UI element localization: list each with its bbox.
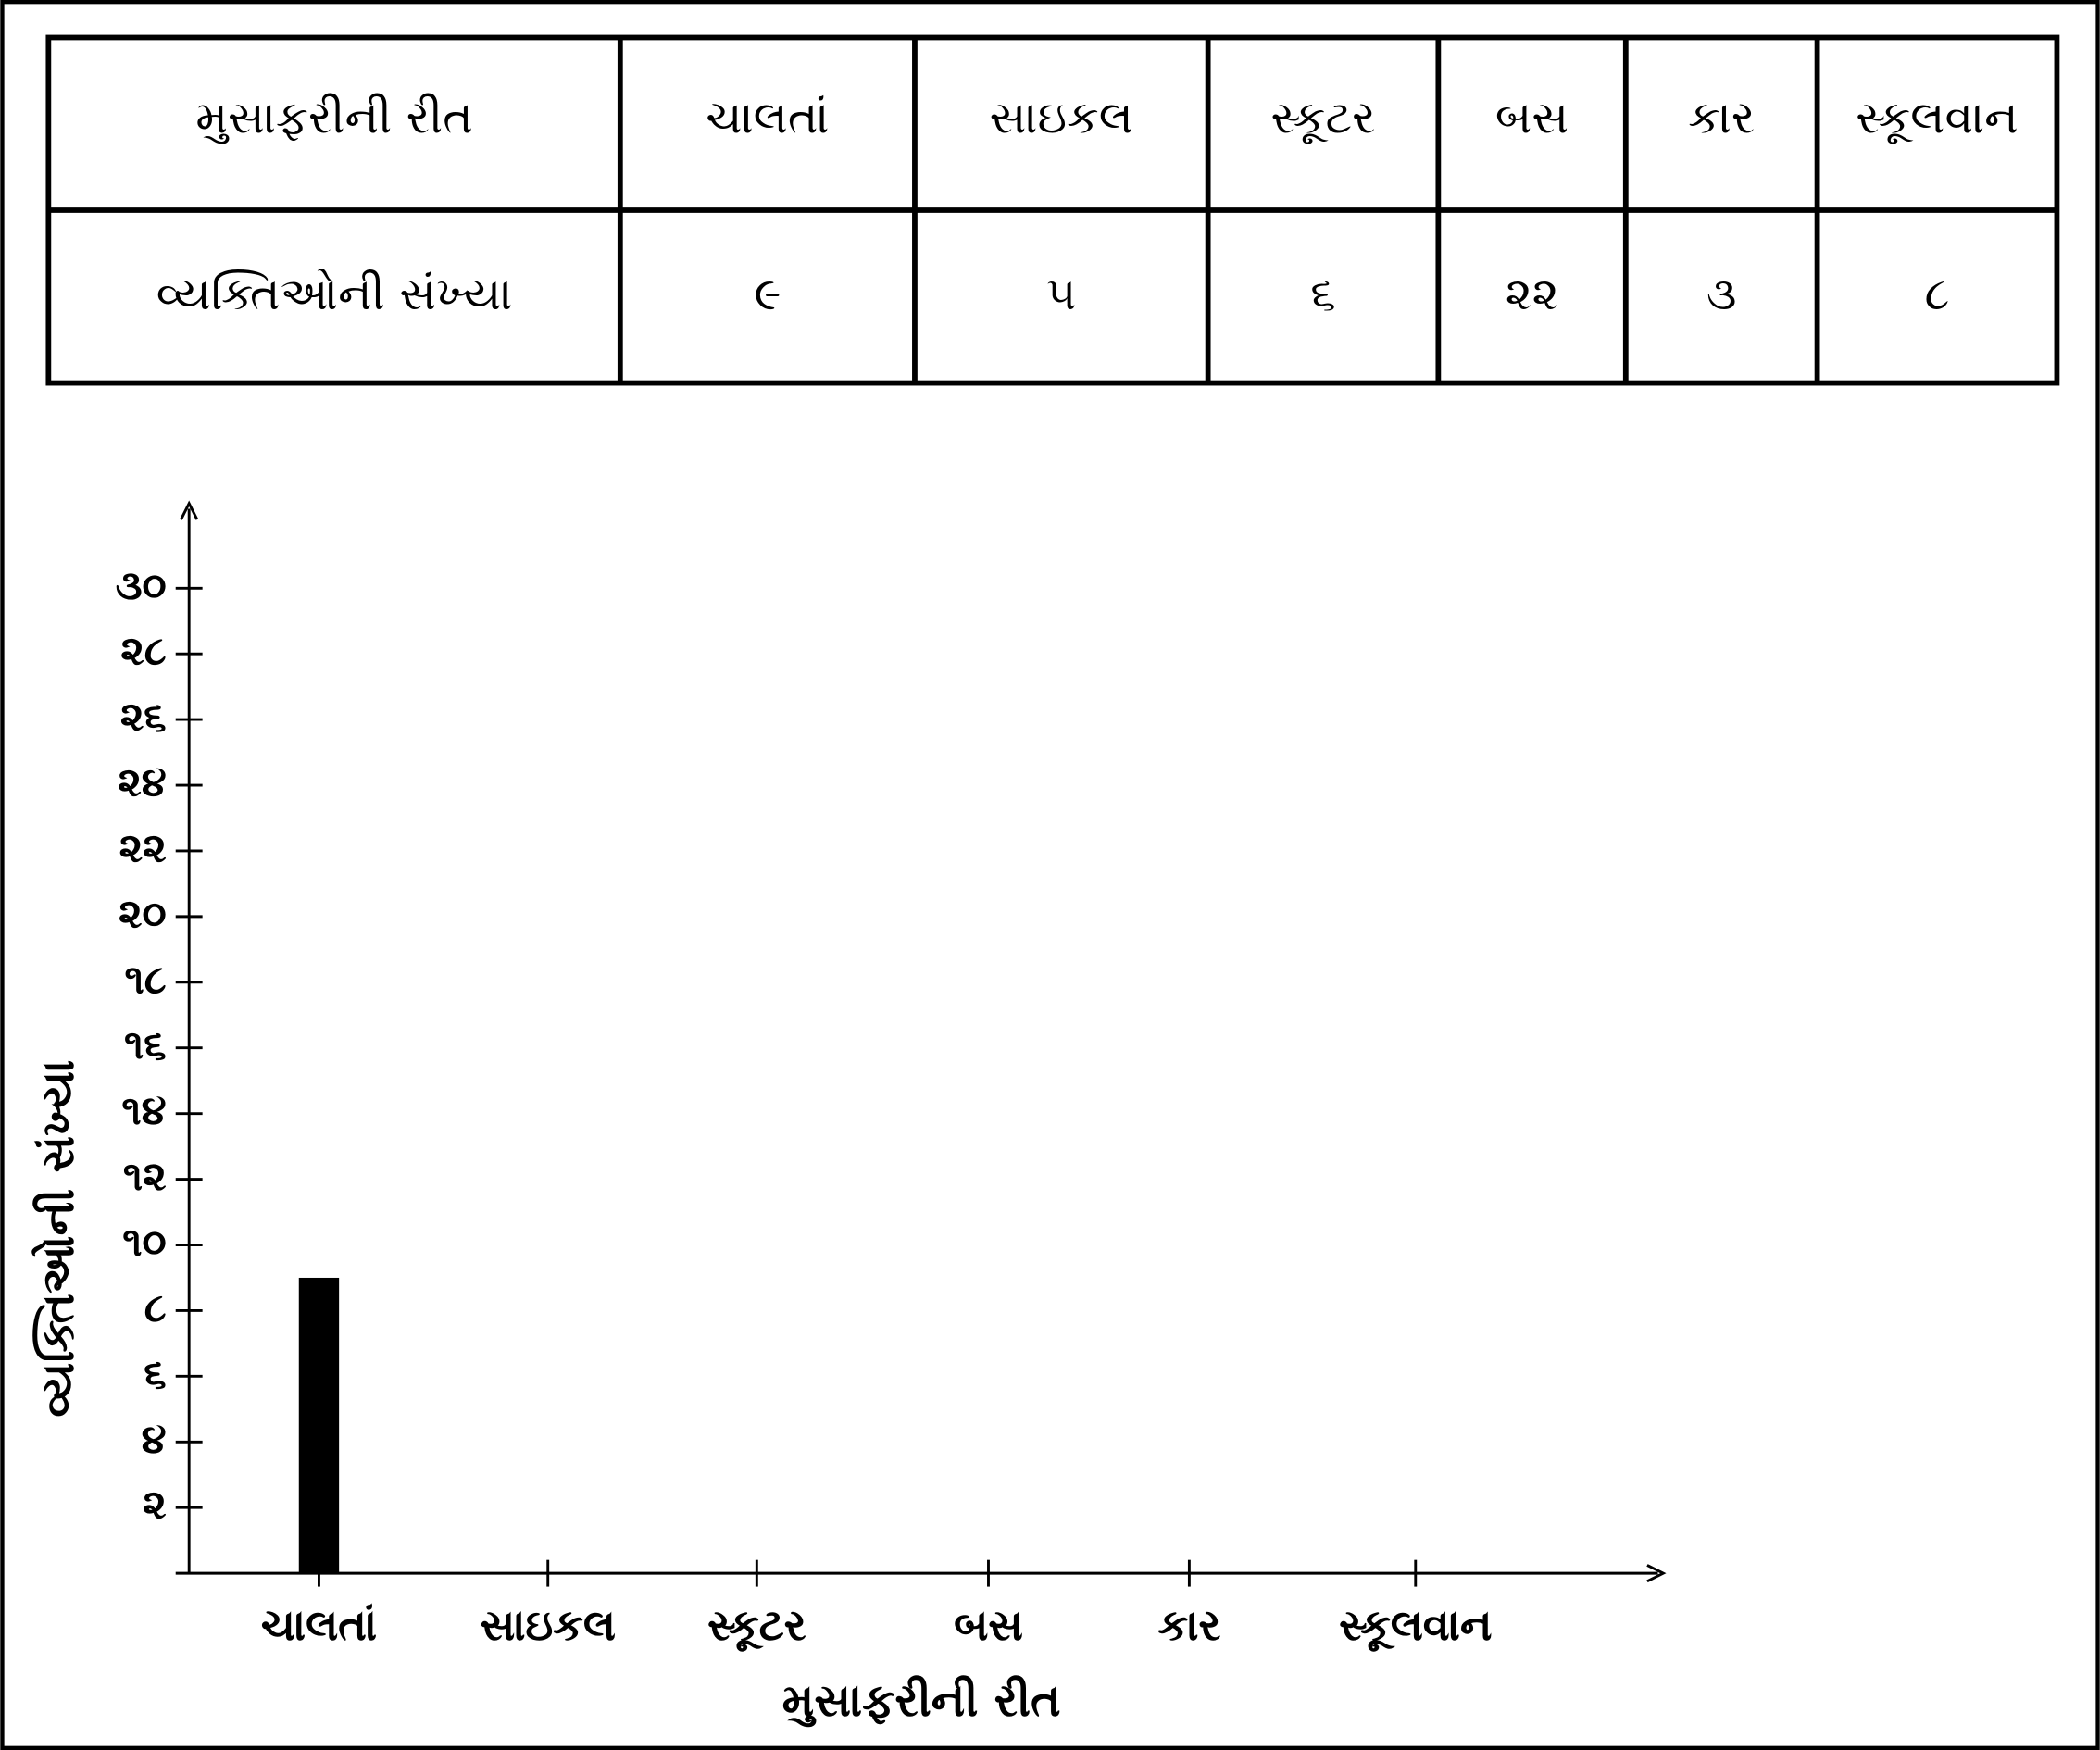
table-cell: ૬ — [1310, 267, 1336, 320]
header-cell: કાર — [1688, 91, 1755, 144]
table-cell: ૮ — [1924, 267, 1949, 320]
table-cell: વ્યક્તિઓની સંખ્યા — [156, 267, 513, 320]
table-cell: ૩ — [1706, 267, 1737, 320]
header-cell: બસ — [1495, 91, 1569, 144]
y-axis-title: વ્યક્તિઓની સંખ્યા — [31, 1060, 84, 1418]
bar — [298, 1277, 340, 1574]
table-cell: ૨૨ — [1506, 267, 1559, 320]
x-tick-label: ચાલતાં — [261, 1600, 377, 1650]
y-tick-label: ૩૦ — [116, 563, 167, 609]
y-tick-label: ૬ — [144, 1351, 166, 1397]
x-arrow — [1646, 1564, 1667, 1583]
x-tick-label: સાઇકલ — [481, 1600, 616, 1650]
y-tick-label: ૨૦ — [119, 891, 167, 937]
chart: મુસાફરીની રીત વ્યક્તિઓની સંખ્યા ૨૪૬૮૧૦૧૨… — [31, 500, 1667, 1728]
y-tick-label: ૨૨ — [119, 825, 167, 871]
y-tick-label: ૨૪ — [118, 760, 166, 806]
y-tick-label: ૪ — [142, 1417, 167, 1463]
header-cell: ચાલતાં — [706, 91, 829, 144]
header-cell: મુસાફરીની રીત — [195, 91, 473, 144]
table-cell: ૫ — [1046, 267, 1076, 320]
x-tick-label: બસ — [954, 1600, 1023, 1650]
y-arrow — [180, 500, 199, 520]
y-tick-label: ૮ — [144, 1285, 167, 1331]
header-cell: સ્કૂટર — [1270, 91, 1375, 144]
y-tick-label: ૧૪ — [121, 1088, 166, 1134]
y-tick-label: ૨ — [143, 1482, 166, 1529]
header-cell: સ્કૂલવાન — [1856, 91, 2018, 144]
x-axis-title: મુસાફરીની રીત — [782, 1673, 1061, 1728]
header-cell: સાઇકલ — [990, 91, 1133, 144]
y-tick-label: ૧૮ — [124, 956, 166, 1003]
y-tick-label: ૧૨ — [123, 1154, 167, 1200]
x-tick-label: સ્કૂટર — [707, 1600, 806, 1651]
y-tick-label: ૨૬ — [120, 694, 167, 741]
y-tick-label: ૧૬ — [124, 1022, 167, 1069]
y-tick-label: ૧૦ — [122, 1219, 166, 1266]
y-tick-label: ૨૮ — [120, 629, 166, 675]
x-tick-label: કાર — [1157, 1600, 1220, 1650]
table-cell: ૯ — [754, 267, 781, 320]
data-table: મુસાફરીની રીત ચાલતાં સાઇકલ સ્કૂટર બસ કાર સ્કૂલ… — [45, 34, 2060, 386]
x-tick-label: સ્કૂલવાન — [1339, 1600, 1492, 1651]
